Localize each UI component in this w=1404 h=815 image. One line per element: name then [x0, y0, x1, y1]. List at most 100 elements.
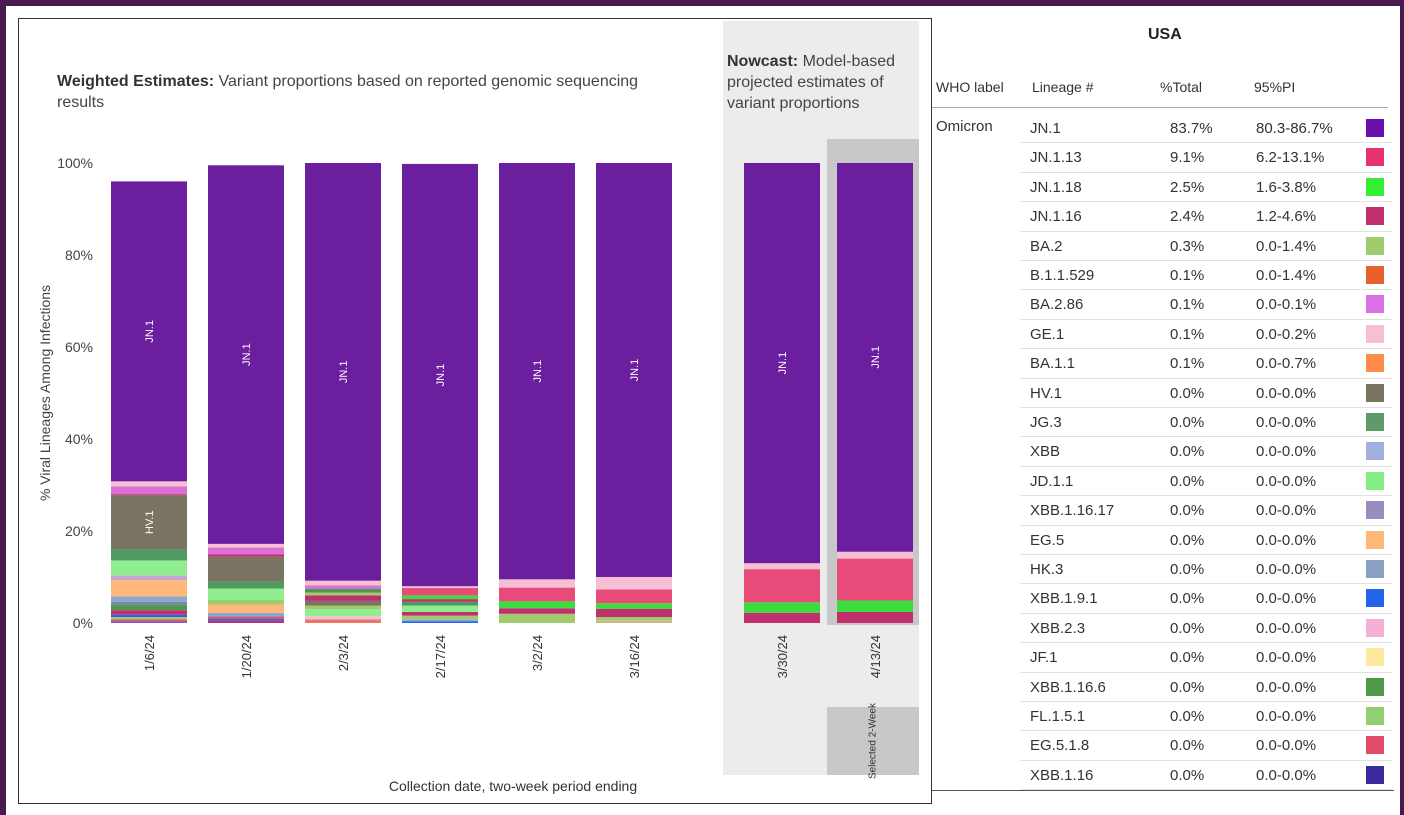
- bar-segment: [208, 588, 284, 600]
- cell-pi: 0.0-0.0%: [1256, 472, 1317, 490]
- cell-pi: 80.3-86.7%: [1256, 120, 1333, 137]
- header-pi: 95%PI: [1254, 79, 1296, 95]
- bar-segment: [499, 579, 575, 588]
- cell-total: 2.5%: [1170, 178, 1205, 196]
- table-row: XBB.1.16.6 0.0% 0.0-0.0%: [1020, 673, 1392, 702]
- color-swatch: [1366, 707, 1384, 725]
- bar-segment: [837, 551, 913, 559]
- lineage-table-panel: USA WHO label Lineage # %Total 95%PI Omi…: [932, 18, 1398, 804]
- bar-segment: [208, 600, 284, 605]
- bar-segment: [111, 181, 187, 482]
- color-swatch: [1366, 119, 1384, 137]
- nowcast-subtitle: Model-based projected estimates of varia…: [727, 53, 896, 112]
- cell-lineage: XBB.1.9.1: [1030, 590, 1098, 608]
- cell-pi: 0.0-0.0%: [1256, 737, 1317, 755]
- cell-pi: 1.6-3.8%: [1256, 178, 1317, 196]
- cell-lineage: JN.1.18: [1030, 178, 1082, 196]
- bar-segment: [305, 619, 381, 623]
- table-row: FL.1.5.1 0.0% 0.0-0.0%: [1020, 702, 1392, 732]
- x-tick-label: 4/13/24: [868, 635, 883, 678]
- segment-label: JN.1: [338, 361, 350, 384]
- color-swatch: [1366, 148, 1384, 167]
- table-bottom-border: [932, 790, 1394, 791]
- cell-pi: 0.0-0.0%: [1256, 443, 1317, 461]
- cell-lineage: HV.1: [1030, 384, 1062, 402]
- cell-lineage: JG.3: [1030, 414, 1062, 431]
- cell-lineage: XBB.2.3: [1030, 619, 1086, 637]
- y-axis-label: % Viral Lineages Among Infections: [37, 285, 53, 501]
- cell-total: 0.0%: [1170, 384, 1205, 402]
- color-swatch: [1366, 736, 1384, 755]
- bar-segment: [402, 586, 478, 589]
- color-swatch: [1366, 177, 1384, 196]
- bar-segment: [744, 612, 820, 623]
- color-swatch: [1366, 324, 1384, 343]
- color-swatch: [1366, 677, 1384, 696]
- cell-total: 0.0%: [1170, 531, 1205, 549]
- bar-segment: [208, 620, 284, 623]
- cell-pi: 0.0-0.0%: [1256, 502, 1317, 520]
- cell-lineage: JF.1: [1030, 649, 1058, 667]
- bar-segment: [596, 589, 672, 604]
- cell-pi: 0.0-0.0%: [1256, 531, 1317, 549]
- cell-pi: 0.0-0.7%: [1256, 355, 1317, 373]
- color-swatch: [1366, 383, 1384, 402]
- cell-total: 0.0%: [1170, 619, 1205, 637]
- table-row: JN.1 83.7% 80.3-86.7%: [1020, 114, 1392, 144]
- chart-title: Weighted Estimates: Variant proportions …: [57, 71, 657, 113]
- bar-segment: [837, 558, 913, 601]
- cell-total: 0.0%: [1170, 708, 1205, 725]
- color-swatch: [1366, 471, 1384, 490]
- bar-segment: [402, 163, 478, 587]
- cell-total: 0.0%: [1170, 590, 1205, 608]
- segment-label: JN.1: [435, 364, 447, 387]
- segment-label: JN.1: [777, 352, 789, 375]
- bar-segment: [596, 163, 672, 577]
- bar-segment: [208, 618, 284, 621]
- bar-segment: [111, 560, 187, 576]
- table-row: XBB.2.3 0.0% 0.0-0.0%: [1020, 614, 1392, 644]
- table-row: JG.3 0.0% 0.0-0.0%: [1020, 408, 1392, 438]
- table-row: XBB.1.9.1 0.0% 0.0-0.0%: [1020, 584, 1392, 614]
- bar-segment: [596, 603, 672, 609]
- bar-segment: [305, 580, 381, 586]
- stacked-bar-chart: 0% 20% 40% 60% 80% 100% % Viral Lineages Among…: [37, 155, 913, 794]
- bar-segment: [208, 554, 284, 557]
- bar-segment: [208, 604, 284, 613]
- cell-pi: 0.0-0.0%: [1256, 590, 1317, 608]
- color-swatch: [1366, 765, 1384, 784]
- bar-segment: [208, 616, 284, 619]
- bar-segment: [596, 617, 672, 621]
- bar-segment: [208, 556, 284, 582]
- cell-total: 2.4%: [1170, 208, 1205, 226]
- x-axis-label: Collection date, two-week period ending: [389, 778, 637, 794]
- color-swatch: [1366, 501, 1384, 520]
- bar-segment: [208, 543, 284, 548]
- table-row: HV.1 0.0% 0.0-0.0%: [1020, 379, 1392, 408]
- cell-lineage: JD.1.1: [1030, 472, 1074, 490]
- cell-lineage: EG.5.1.8: [1030, 737, 1090, 755]
- bar-segment: [111, 605, 187, 611]
- table-row: BA.2.86 0.1% 0.0-0.1%: [1020, 290, 1392, 320]
- color-swatch: [1366, 413, 1384, 431]
- selected-period-button[interactable]: [827, 707, 919, 775]
- color-swatch: [1366, 589, 1384, 608]
- bar-segment: [208, 612, 284, 617]
- x-tick-label: 1/20/24: [239, 635, 254, 678]
- bar-segment: [499, 163, 575, 580]
- cell-lineage: B.1.1.529: [1030, 267, 1095, 284]
- cell-pi: 0.0-0.2%: [1256, 325, 1317, 343]
- bar-segment: [111, 481, 187, 487]
- table-row: EG.5 0.0% 0.0-0.0%: [1020, 526, 1392, 555]
- bar-segment: [744, 563, 820, 570]
- cell-lineage: XBB.1.16.6: [1030, 678, 1106, 696]
- x-tick-label: 3/16/24: [627, 635, 642, 678]
- table-row: XBB.1.16 0.0% 0.0-0.0%: [1020, 761, 1392, 791]
- cell-lineage: JN.1: [1030, 120, 1061, 137]
- bar-segment: [596, 577, 672, 590]
- color-swatch: [1366, 530, 1384, 549]
- chart-subtitle: Variant proportions based on reported ge…: [57, 73, 639, 111]
- cell-lineage: HK.3: [1030, 561, 1064, 578]
- who-label-omicron: Omicron: [936, 118, 993, 135]
